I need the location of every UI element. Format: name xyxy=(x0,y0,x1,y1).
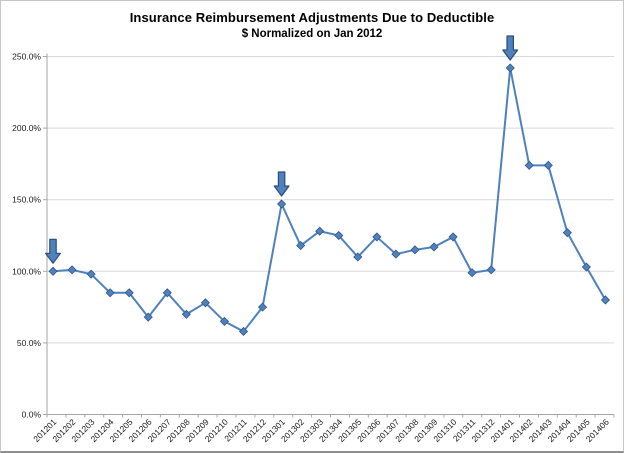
data-point xyxy=(48,266,58,276)
data-point xyxy=(67,265,77,275)
y-axis-label: 250.0% xyxy=(12,52,41,62)
y-axis-label: 150.0% xyxy=(12,195,41,205)
data-point xyxy=(429,242,439,252)
data-point xyxy=(353,252,363,262)
data-point xyxy=(391,249,401,259)
series-line xyxy=(52,66,607,333)
data-point xyxy=(372,232,382,242)
data-point xyxy=(143,312,153,322)
data-point xyxy=(334,230,344,241)
data-point xyxy=(448,232,458,242)
data-point xyxy=(257,302,268,312)
down-arrow-annotation xyxy=(502,35,519,61)
data-point xyxy=(162,288,172,298)
data-point xyxy=(486,265,496,275)
down-arrow-annotation xyxy=(45,238,61,264)
chart-subtitle: $ Normalized on Jan 2012 xyxy=(241,28,383,40)
data-point xyxy=(277,199,287,209)
data-point xyxy=(200,298,210,308)
data-point xyxy=(600,295,611,305)
data-point xyxy=(410,245,420,255)
data-point xyxy=(524,160,534,170)
down-arrow-annotation xyxy=(273,171,290,197)
data-point xyxy=(562,228,572,238)
data-point xyxy=(219,316,230,326)
chart-title: Insurance Reimbursement Adjustments Due … xyxy=(129,10,495,25)
data-point xyxy=(543,160,553,170)
y-axis-label: 50.0% xyxy=(17,338,42,348)
data-point xyxy=(467,268,477,278)
data-point xyxy=(296,240,306,251)
data-point xyxy=(105,288,115,298)
data-point xyxy=(581,262,591,272)
data-point xyxy=(181,309,191,319)
y-axis-label: 0.0% xyxy=(22,410,42,420)
data-point xyxy=(505,63,515,73)
data-point xyxy=(86,269,96,279)
data-point xyxy=(238,326,249,337)
data-point xyxy=(124,288,134,298)
y-axis-label: 200.0% xyxy=(12,123,41,133)
data-point xyxy=(315,226,325,236)
y-axis-label: 100.0% xyxy=(12,266,41,276)
